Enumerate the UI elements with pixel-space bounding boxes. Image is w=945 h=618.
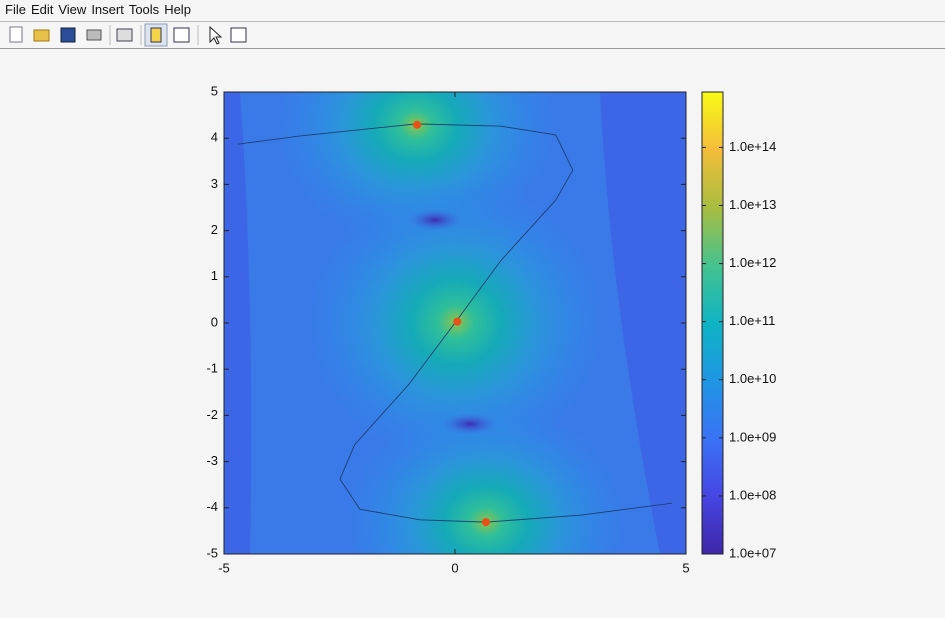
- new-icon[interactable]: [9, 26, 23, 43]
- menu-item[interactable]: Insert: [91, 2, 124, 17]
- y-tick-label: -1: [206, 361, 218, 376]
- colorbar-tick-label: 1.0e+10: [729, 371, 776, 386]
- point: [413, 120, 422, 129]
- contour-fill: [224, 92, 686, 554]
- save-icon[interactable]: [60, 27, 76, 43]
- open-icon[interactable]: [33, 29, 50, 42]
- figure: -5 0 5 -5 -4 -3 -2 -1 0 1 2 3 4 5 1.0e+07 1.0e+08 1.0e+0…: [206, 83, 776, 575]
- y-tick-label: 0: [211, 314, 218, 329]
- x-tick-label: -5: [218, 560, 230, 575]
- colorbar-tick-label: 1.0e+13: [729, 197, 776, 212]
- y-tick-label: 2: [211, 222, 218, 237]
- toolbar: [0, 23, 945, 49]
- y-tick-label: -3: [206, 453, 218, 468]
- menu-bar: File Edit View Insert Tools Help: [0, 0, 945, 22]
- colorbar: [701, 91, 724, 555]
- colorbar-tick-label: 1.0e+09: [729, 429, 776, 444]
- pointer-icon[interactable]: [209, 25, 223, 45]
- x-tick-label: 5: [682, 560, 689, 575]
- y-tick-label: 4: [211, 130, 218, 145]
- y-tick-label: -5: [206, 545, 218, 560]
- menu-item[interactable]: View: [58, 2, 87, 17]
- print-icon[interactable]: [86, 29, 102, 41]
- menu-item[interactable]: Help: [164, 2, 191, 17]
- point: [453, 317, 462, 326]
- property-icon[interactable]: [230, 27, 247, 43]
- colorbar-tick-label: 1.0e+11: [729, 313, 775, 328]
- y-tick-label: -2: [206, 407, 218, 422]
- colorbar-tick-label: 1.0e+07: [729, 545, 776, 560]
- colorbar-icon: [150, 27, 162, 43]
- legend-icon[interactable]: [173, 27, 190, 43]
- y-tick-label: 5: [211, 83, 218, 98]
- export-icon[interactable]: [116, 28, 133, 42]
- menu-item[interactable]: Tools: [128, 2, 160, 17]
- menu-item[interactable]: Edit: [30, 2, 54, 17]
- point: [481, 518, 490, 527]
- colorbar-tick-label: 1.0e+14: [729, 139, 776, 154]
- colorbar-tick-label: 1.0e+08: [729, 487, 776, 502]
- y-tick-label: 3: [211, 176, 218, 191]
- menu-item[interactable]: File: [5, 2, 26, 17]
- colorbar-tick-label: 1.0e+12: [729, 255, 776, 270]
- y-tick-label: 1: [211, 268, 218, 283]
- x-tick-label: 0: [451, 560, 458, 575]
- y-tick-label: -4: [206, 499, 218, 514]
